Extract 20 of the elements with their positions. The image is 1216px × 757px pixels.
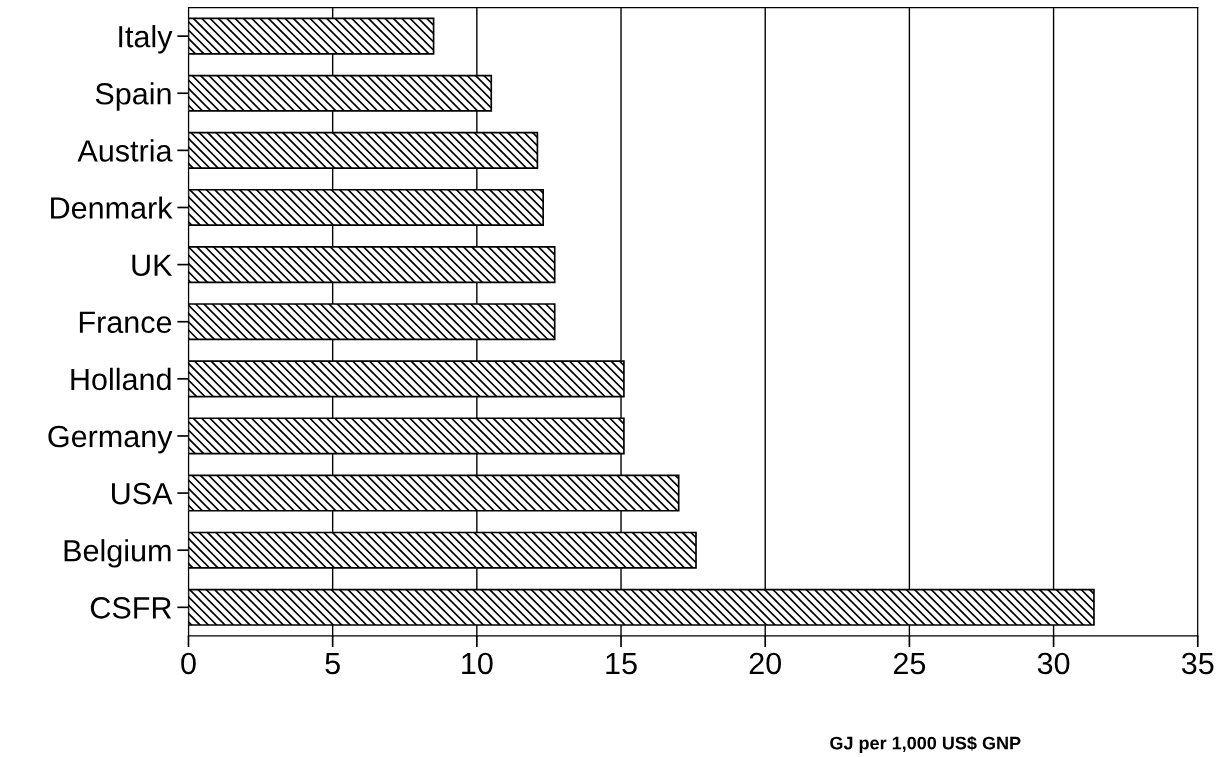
x-axis-title: GJ per 1,000 US$ GNP (830, 735, 1021, 754)
x-tick-label: 10 (462, 652, 493, 675)
y-tick-label: Germany (48, 425, 173, 454)
x-tick-label: 15 (606, 652, 637, 675)
x-tick-label: 25 (893, 652, 926, 675)
y-tick-label: Austria (77, 139, 173, 162)
x-tick-label: 20 (749, 652, 782, 675)
x-tick-label: 35 (1181, 652, 1214, 675)
x-tick-label: 5 (325, 652, 340, 675)
y-tick-label: UK (132, 254, 173, 276)
x-tick-label: 30 (1037, 652, 1070, 675)
y-tick-label: USA (112, 482, 173, 505)
y-tick-label: Belgium (64, 539, 171, 568)
y-tick-label: Holland (71, 367, 171, 391)
y-tick-label: CSFR (90, 597, 172, 619)
y-tick-label: Denmark (51, 196, 173, 219)
y-tick-label: France (79, 311, 172, 334)
y-tick-label: Italy (119, 25, 173, 54)
y-tick-label: Spain (95, 82, 171, 111)
x-tick-label: 0 (181, 652, 196, 675)
